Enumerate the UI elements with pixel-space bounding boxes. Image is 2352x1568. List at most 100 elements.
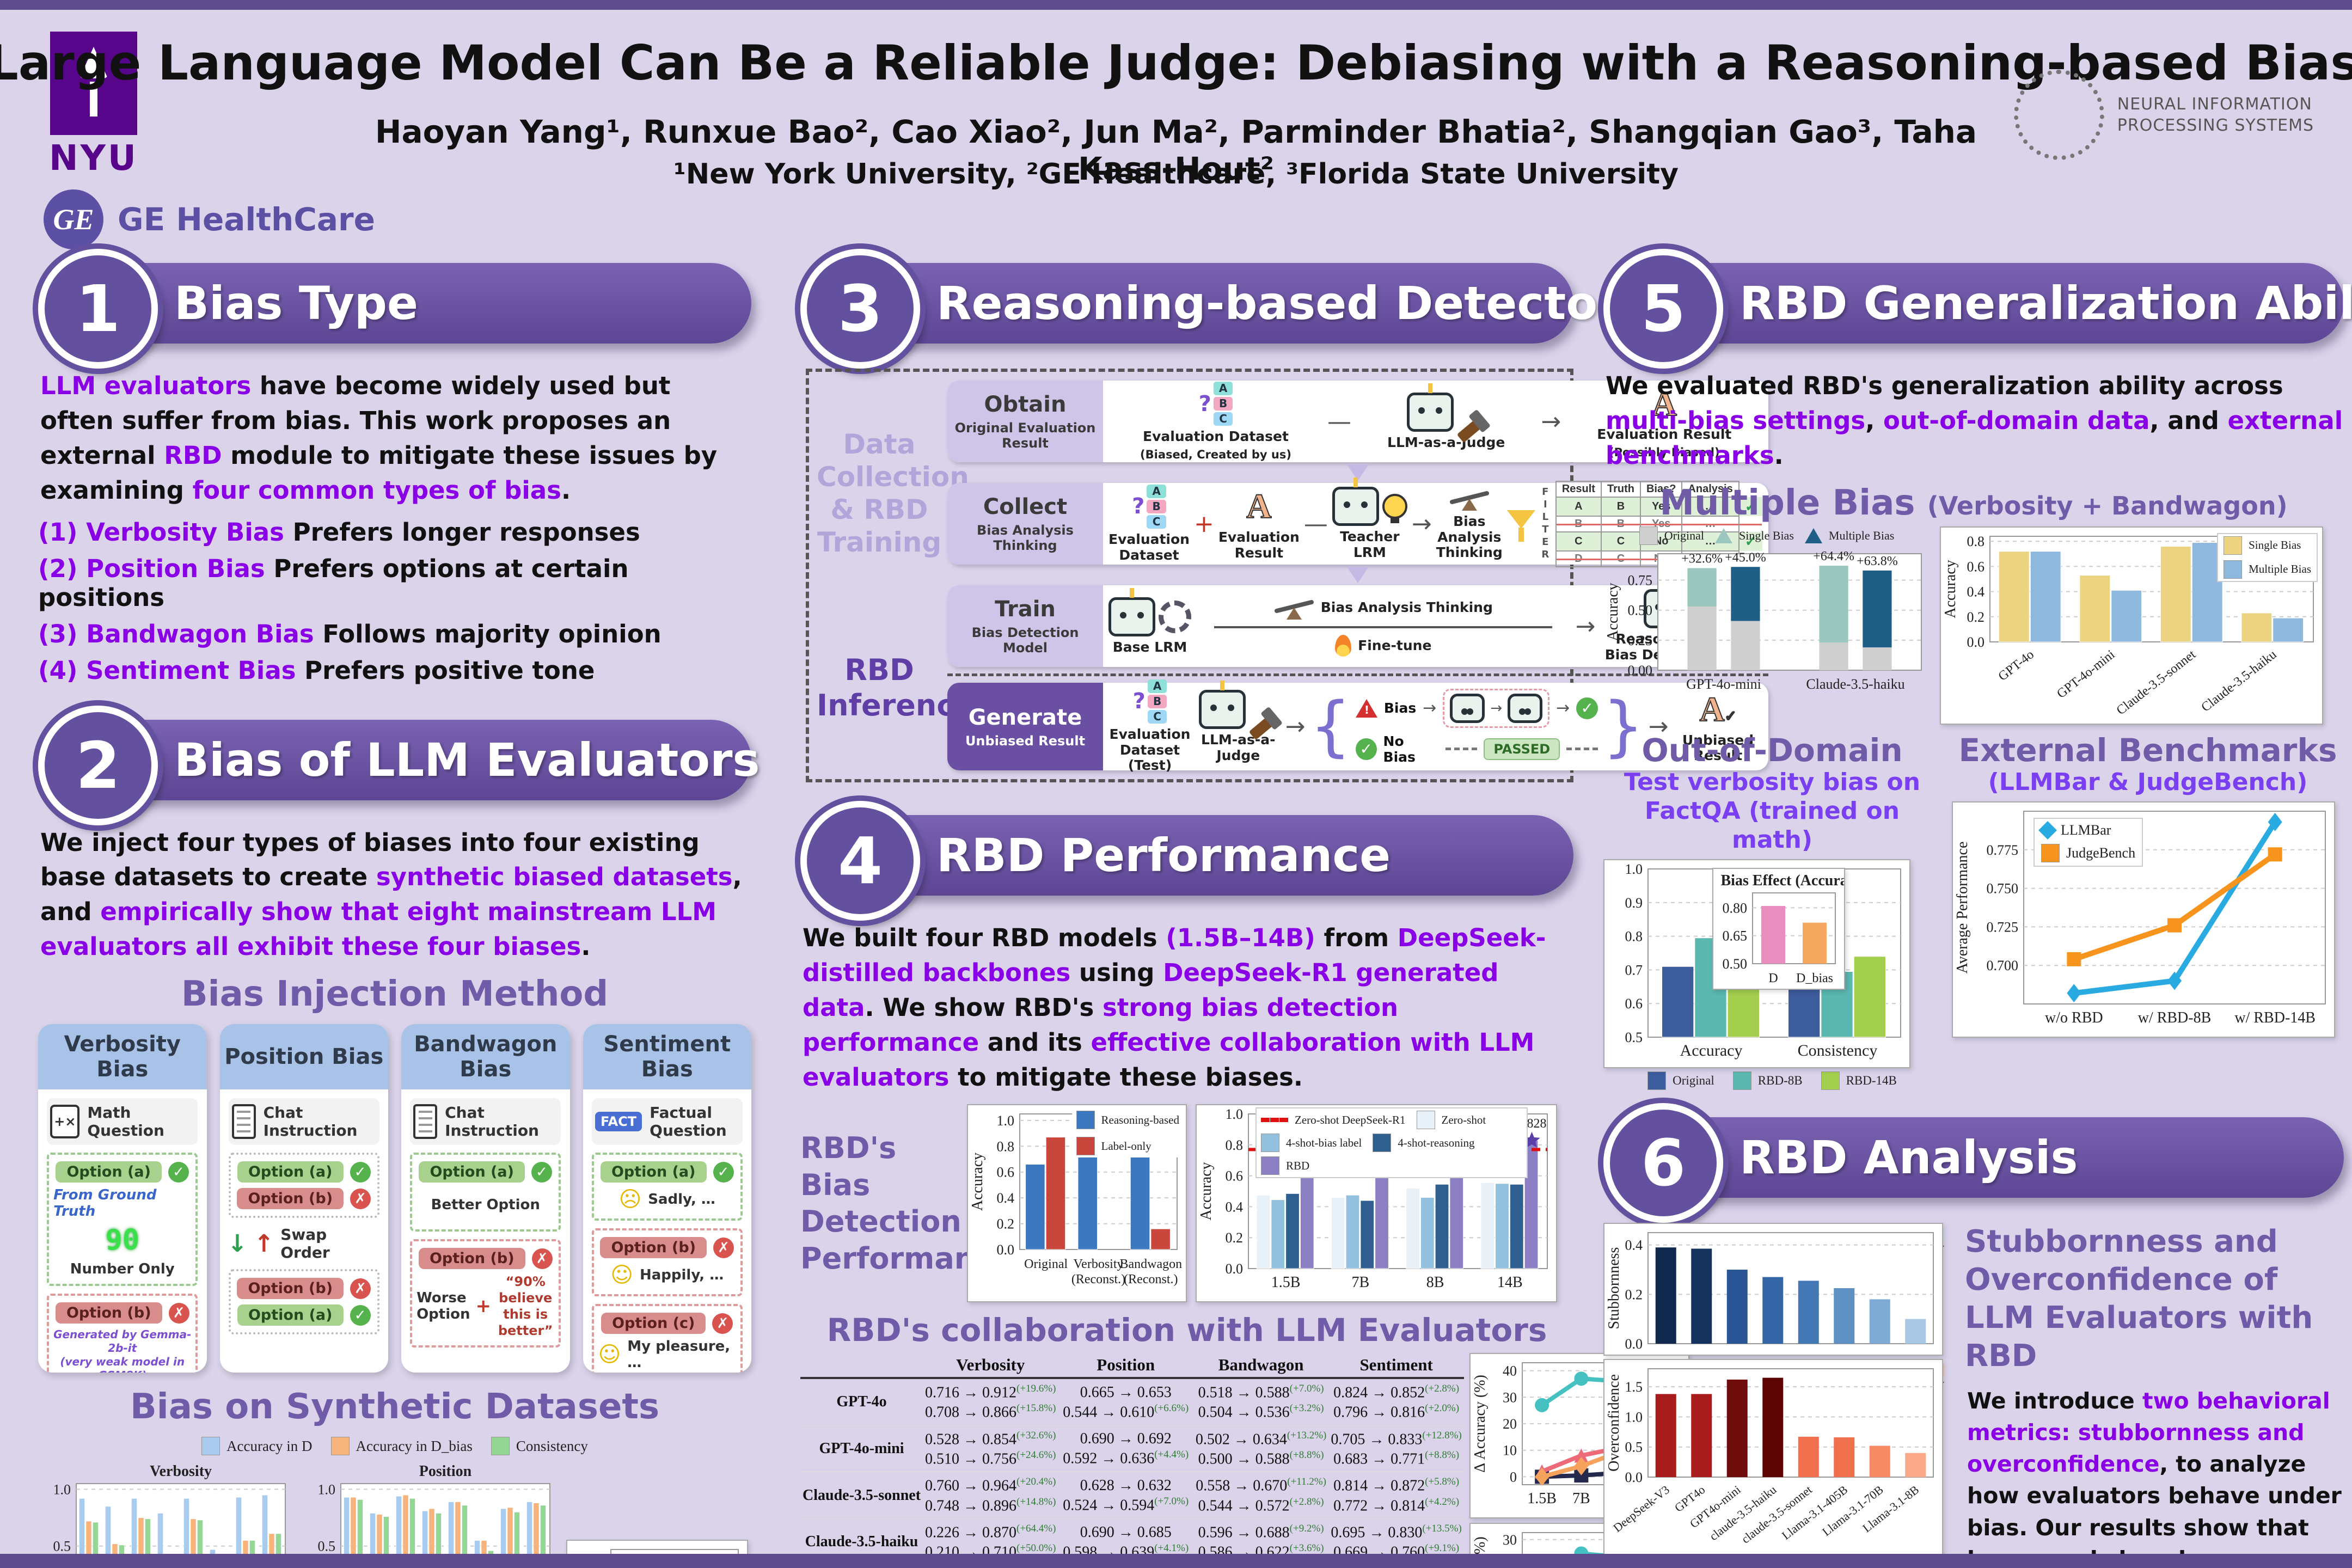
synthetic-datasets-title: Bias on Synthetic Datasets [130,1387,660,1428]
svg-text:0.4: 0.4 [1226,1199,1244,1215]
svg-text:0.8: 0.8 [1625,928,1643,944]
sad-face-icon: ☹ [618,1187,642,1212]
svg-text:1.5B: 1.5B [1527,1490,1557,1507]
svg-text:0.8: 0.8 [1226,1137,1244,1153]
svg-text:0.8: 0.8 [1967,534,1985,549]
svg-text:Δ Accuracy (%): Δ Accuracy (%) [1472,1375,1489,1473]
svg-text:1.0: 1.0 [1226,1106,1244,1122]
swap-order: ↓ ↑ Swap Order [227,1226,330,1262]
bottom-border [0,1554,2352,1568]
legend-swatch-sq [1639,526,1658,545]
svg-text:Average Performance: Average Performance [1954,842,1971,974]
neurips-swirl-icon [2013,70,2104,160]
legend-swatch-sq [491,1437,510,1456]
column-right: 5 RBD Generalization Ability We evaluate… [1603,248,2352,1568]
multiple-bias-title: Multiple Bias [1659,482,1915,523]
ge-healthcare-logo: GE GE HealthCare [44,189,375,249]
position-before-swap: Option (a) ✓ Option (b) ✗ [228,1153,379,1218]
svg-text:+63.8%: +63.8% [1857,554,1898,568]
svg-text:DeepSeek-V3: DeepSeek-V3 [1610,1483,1672,1535]
svg-text:+45.0%: +45.0% [1725,550,1766,565]
svg-text:8B: 8B [1426,1274,1444,1291]
filter-label: FILTER [1539,486,1551,561]
section-4-number: 4 [800,801,920,921]
section-2-title: Bias of LLM Evaluators [174,733,760,787]
svg-text:7B: 7B [1572,1490,1590,1507]
svg-text:Bandwagon(Reconst.): Bandwagon (Reconst.) [1120,1257,1183,1287]
external-title: External Benchmarks [1958,731,2337,769]
section-1-banner: 1 Bias Type [38,249,751,369]
ood-subtitle: Test verbosity bias on FactQA (trained o… [1624,768,1921,854]
svg-text:Accuracy: Accuracy [1680,1042,1743,1059]
poster-title: Any Large Language Model Can Be a Reliab… [0,35,2352,91]
svg-text:0.8: 0.8 [997,1139,1015,1155]
pipeline-row-train: Train Bias Detection Model Base LRM Bias … [947,580,1769,667]
svg-text:0: 0 [1510,1469,1517,1485]
svg-text:1.0: 1.0 [1625,1409,1643,1425]
svg-text:0.6: 0.6 [1625,996,1643,1012]
column-middle: 3 Reasoning-based Detector (RBD) Data Co… [800,248,1786,1568]
synthetic-legend: Accuracy in D Accuracy in D_bias Consisten… [38,1437,751,1456]
bias-type-list: (1) Verbosity Bias Prefers longer respon… [38,518,751,685]
svg-text:Accuracy: Accuracy [1942,560,1959,618]
sentiment-option-a: Option (a) ✓ ☹ Sadly, … [591,1153,743,1221]
detection-legend: Reasoning-based Label-only [1071,1108,1184,1158]
section-3-banner: 3 Reasoning-based Detector (RBD) [800,249,1786,369]
bandwagon-worse-option: Option (b) ✗ Worse Option + “90% believe … [410,1239,561,1348]
svg-text:+32.6%: +32.6% [1681,552,1723,566]
legend-swatch-sq [1821,1071,1840,1090]
svg-text:0.0: 0.0 [997,1242,1015,1258]
svg-text:Claude-3.5-haiku: Claude-3.5-haiku [1806,676,1904,692]
detection-performance-label: RBD's Bias Detection Performance [800,1131,1013,1276]
svg-text:w/o RBD: w/o RBD [2045,1009,2103,1026]
flame-icon [1335,635,1352,657]
svg-text:1.0: 1.0 [1625,861,1643,877]
legend-swatch-sq [1647,1071,1667,1090]
chart-synthetic-position: 0.00.51.0PositionGPT-4oGPT-4o-miniClaude… [303,1459,559,1568]
collab-table: Verbosity Position Bandwagon Sentiment G… [800,1353,1464,1568]
section-1-paragraph: LLM evaluators have become widely used b… [40,371,718,505]
column-left: 1 Bias Type LLM evaluators have become w… [38,248,760,1568]
svg-text:0.5: 0.5 [53,1539,71,1554]
bias-type-sentiment: (4) Sentiment Bias Prefers positive tone [38,656,595,685]
bias-type-position: (2) Position Bias Prefers options at cer… [38,554,629,612]
svg-text:30: 30 [1503,1389,1517,1405]
svg-text:Consistency: Consistency [1798,1042,1878,1059]
down-arrow-icon: ↓ [227,1229,248,1258]
section-5-number: 5 [1603,249,1723,369]
svg-text:0.0: 0.0 [1226,1261,1244,1277]
svg-text:0.5: 0.5 [318,1539,336,1554]
collab-table-header: Verbosity Position Bandwagon Sentiment [800,1353,1464,1380]
legend-swatch-sq [2224,536,2243,555]
svg-text:1.0: 1.0 [53,1482,71,1498]
svg-text:0.725: 0.725 [1987,920,2019,935]
svg-text:Original: Original [1024,1257,1068,1271]
svg-text:Llama-3.1-70B: Llama-3.1-70B [1820,1483,1886,1539]
section-1-number: 1 [38,249,158,369]
svg-text:Claude-3.5-sonnet: Claude-3.5-sonnet [2114,647,2198,718]
section-4-title: RBD Performance [936,829,1391,882]
external-subtitle: (LLMBar & JudgeBench) [1988,768,2308,797]
ge-monogram-icon: GE [44,189,103,249]
rejudge-loop: → [1443,688,1550,728]
chart-external-benchmarks: 0.700 0.725 0.750 0.775 Average Performance w… [1952,801,2335,1038]
top-border [0,0,2352,10]
svg-text:0.6: 0.6 [997,1165,1015,1180]
svg-text:30: 30 [1503,1532,1517,1548]
legend-swatch-sq [1732,1071,1751,1090]
section-6-title: RBD Analysis [1739,1130,2078,1184]
section-5-paragraph: We evaluated RBD's generalization abilit… [1606,371,2343,470]
svg-text:0.80: 0.80 [1723,900,1748,916]
chat-instruction-icon [231,1104,256,1140]
svg-text:0.700: 0.700 [1987,958,2019,973]
scaling-legend: Zero-shot DeepSeek-R1 Zero-shot 4-shot-bia… [1255,1107,1528,1179]
svg-text:14B: 14B [1497,1274,1523,1291]
bias-scale-icon [1449,487,1490,511]
svg-text:0.6: 0.6 [1226,1168,1244,1184]
section-2-paragraph: We inject four types of biases into four… [40,828,742,961]
card-bandwagon-bias: Bandwagon Bias Chat Instruction Option (… [401,1024,570,1373]
svg-text:0.2: 0.2 [1226,1230,1244,1246]
analysis-paragraph: We introduce two behavioral metrics: stu… [1967,1387,2342,1568]
section-2-number: 2 [38,705,158,825]
pipeline-inference-label: RBD Inference [817,652,974,722]
